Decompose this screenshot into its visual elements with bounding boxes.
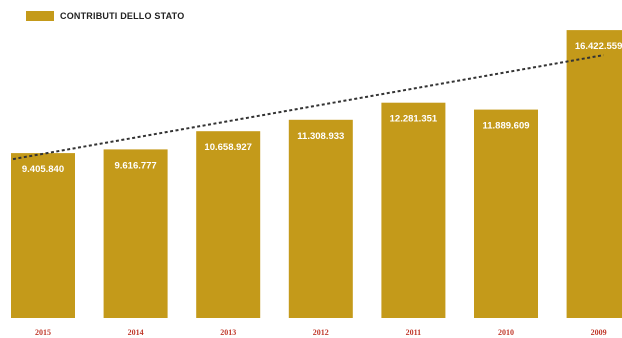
x-tick-label-2011: 2011 — [406, 328, 422, 337]
data-label-2010: 11.889.609 — [482, 121, 529, 132]
data-label-2014: 9.616.777 — [114, 160, 156, 171]
legend-swatch — [26, 11, 54, 21]
data-label-2013: 10.658.927 — [204, 142, 252, 153]
legend-label: CONTRIBUTI DELLO STATO — [60, 11, 185, 21]
data-label-2009: 16.422.559 — [575, 41, 622, 52]
data-label-2012: 11.308.933 — [297, 131, 344, 142]
x-tick-label-2015: 2015 — [35, 328, 51, 337]
x-tick-label-2010: 2010 — [498, 328, 514, 337]
data-labels-layer: 9.405.840 9.616.777 10.658.927 11.308.933 12… — [22, 41, 622, 175]
bars-layer — [11, 30, 622, 318]
data-label-2011: 12.281.351 — [390, 114, 438, 125]
bar-2012 — [288, 119, 353, 318]
bar-2011 — [381, 102, 446, 318]
trendline-layer — [12, 54, 604, 161]
x-tick-labels-layer: 2015 2014 2013 2012 2011 2010 2009 — [35, 328, 607, 337]
legend: CONTRIBUTI DELLO STATO — [26, 11, 184, 21]
x-tick-label-2012: 2012 — [313, 328, 329, 337]
trendline — [12, 54, 604, 161]
data-label-2015: 9.405.840 — [22, 164, 64, 175]
bar-2013 — [196, 131, 261, 318]
x-tick-label-2009: 2009 — [591, 328, 607, 337]
x-tick-label-2013: 2013 — [220, 328, 236, 337]
x-tick-label-2014: 2014 — [128, 328, 144, 337]
bar-2015 — [11, 153, 75, 318]
bar-2010 — [474, 109, 538, 318]
bar-2009 — [566, 30, 622, 318]
bar-2014 — [103, 149, 168, 318]
